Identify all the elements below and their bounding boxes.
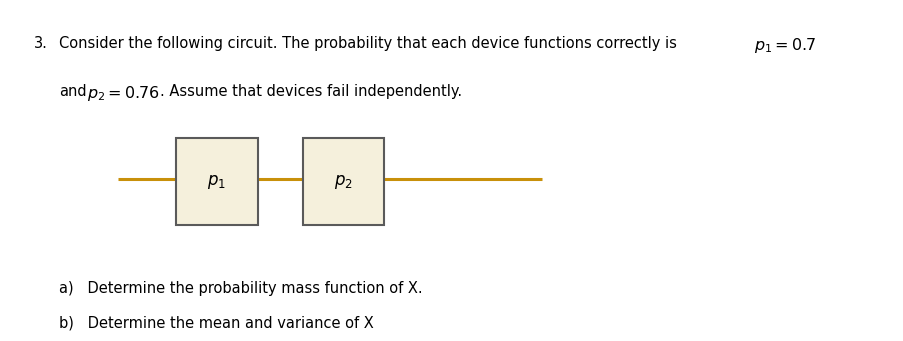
Text: 3.: 3. — [34, 36, 48, 51]
Text: $p_2 = 0.76$: $p_2 = 0.76$ — [87, 84, 159, 103]
Text: . Assume that devices fail independently.: . Assume that devices fail independently… — [160, 84, 461, 99]
Text: $p_1 = 0.7$: $p_1 = 0.7$ — [753, 36, 815, 55]
Text: a)   Determine the probability mass function of X.: a) Determine the probability mass functi… — [59, 281, 422, 296]
Text: Consider the following circuit. The probability that each device functions corre: Consider the following circuit. The prob… — [59, 36, 675, 51]
Bar — [303, 138, 384, 225]
Text: $p_1$: $p_1$ — [208, 173, 226, 191]
Bar — [176, 138, 257, 225]
Text: and: and — [59, 84, 87, 99]
Text: $p_2$: $p_2$ — [334, 173, 352, 191]
Text: b)   Determine the mean and variance of X: b) Determine the mean and variance of X — [59, 315, 373, 330]
